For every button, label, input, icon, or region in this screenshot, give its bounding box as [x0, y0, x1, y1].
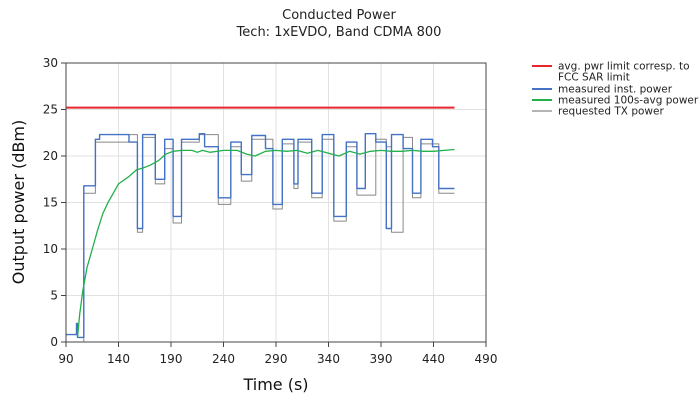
plot-series: [66, 106, 455, 343]
series-line-100s-avg: [76, 148, 455, 338]
x-tick-label: 240: [212, 352, 235, 366]
legend-label: measured 100s-avg power: [558, 95, 699, 107]
x-tick-label: 490: [475, 352, 498, 366]
y-tick-label: 20: [43, 149, 58, 163]
legend-label: avg. pwr limit corresp. to: [558, 61, 690, 73]
y-tick-label: 10: [43, 242, 58, 256]
y-tick-label: 30: [43, 56, 58, 70]
x-tick-label: 390: [370, 352, 393, 366]
legend-label: FCC SAR limit: [558, 72, 630, 84]
x-tick-label: 340: [317, 352, 340, 366]
x-tick-label: 440: [422, 352, 445, 366]
x-tick-label: 290: [265, 352, 288, 366]
y-tick-label: 5: [50, 289, 58, 303]
y-tick-label: 15: [43, 196, 58, 210]
x-axis-ticks: 90 140 190 240 290 340 390 440 490: [58, 342, 497, 366]
x-tick-label: 190: [160, 352, 183, 366]
legend-label: requested TX power: [558, 106, 664, 118]
y-tick-label: 0: [50, 335, 58, 349]
y-axis-ticks: 0 5 10 15 20 25 30: [43, 56, 66, 349]
y-tick-label: 25: [43, 103, 58, 117]
chart-title: Conducted Power: [282, 8, 396, 23]
plot-grid: [65, 62, 487, 343]
x-tick-label: 140: [107, 352, 130, 366]
y-axis-label: Output power (dBm): [9, 120, 28, 284]
x-tick-label: 90: [58, 352, 73, 366]
x-axis-label: Time (s): [242, 375, 308, 394]
series-line-requested-tx: [66, 134, 455, 343]
legend-label: measured inst. power: [558, 84, 673, 96]
series-line-inst-power: [66, 132, 455, 339]
chart-subtitle: Tech: 1xEVDO, Band CDMA 800: [236, 25, 442, 40]
